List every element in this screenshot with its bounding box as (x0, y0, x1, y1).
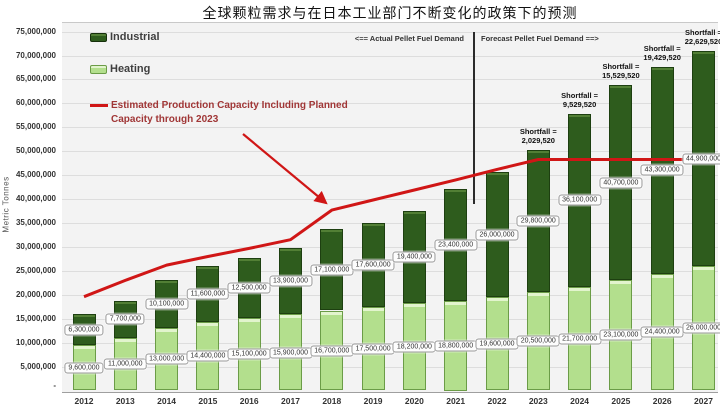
bar-value-label-industrial: 13,900,000 (268, 275, 313, 287)
y-tick-label: 55,000,000 (15, 122, 56, 132)
x-tick-label: 2025 (611, 396, 631, 406)
x-tick-label: 2027 (694, 396, 713, 406)
grid-line (62, 127, 718, 129)
x-tick-label: 2024 (570, 396, 590, 406)
y-tick-label: 15,000,000 (15, 313, 56, 323)
bar-value-label-industrial: 40,700,000 (599, 177, 643, 188)
x-tick-label: 2021 (446, 396, 466, 406)
bar-value-label-heating: 23,100,000 (599, 329, 643, 341)
bar-value-label-heating: 24,400,000 (640, 326, 684, 338)
bar-value-label-industrial: 26,000,000 (475, 229, 519, 240)
shortfall-label: Shortfall = 2,029,520 (519, 126, 557, 145)
x-tick-label: 2020 (404, 396, 424, 406)
bar-value-label-heating: 18,200,000 (392, 341, 436, 353)
bar-value-label-heating: 9,600,000 (64, 362, 104, 373)
forecast-demand-label: Forecast Pellet Fuel Demand ==> (481, 34, 599, 43)
heating-swatch-icon (90, 64, 107, 74)
y-tick-label: 65,000,000 (15, 74, 56, 84)
x-tick-label: 2019 (363, 396, 383, 406)
bar-value-label-industrial: 43,300,000 (640, 164, 684, 176)
y-tick-label-zero: - (53, 381, 56, 390)
x-tick-label: 2015 (198, 396, 218, 406)
grid-line (62, 31, 718, 33)
legend-item-heating: Heating (90, 63, 150, 75)
y-tick-label: 25,000,000 (15, 265, 56, 275)
x-tick-label: 2016 (239, 396, 259, 406)
bar-value-label-heating: 11,000,000 (104, 358, 147, 370)
capacity-line-swatch-icon (90, 104, 108, 107)
legend-heating-label: Heating (110, 63, 151, 75)
bar-value-label-industrial: 19,400,000 (392, 251, 436, 263)
bar-value-label-heating: 15,900,000 (268, 347, 313, 358)
x-tick-label: 2017 (281, 396, 300, 406)
bar-value-label-heating: 19,600,000 (475, 338, 519, 350)
bar-value-label-heating: 14,400,000 (186, 350, 230, 362)
bar-value-label-industrial: 11,600,000 (186, 288, 230, 300)
actual-demand-label: <== Actual Pellet Fuel Demand (354, 34, 464, 43)
x-tick-label: 2018 (322, 396, 342, 406)
bar-value-label-industrial: 17,100,000 (310, 264, 354, 276)
chart-title: 全球颗粒需求与在日本工业部门不断变化的政策下的预测 (202, 5, 578, 21)
grid-line (62, 366, 718, 368)
bar-value-label-industrial: 10,100,000 (145, 298, 189, 310)
shortfall-label: Shortfall = 19,429,520 (643, 43, 681, 62)
bar-value-label-industrial: 23,400,000 (434, 239, 478, 250)
bar-value-label-industrial: 12,500,000 (227, 282, 271, 294)
bar-value-label-heating: 13,000,000 (145, 353, 189, 365)
actual-forecast-divider (473, 32, 475, 204)
x-tick-label: 2013 (115, 396, 135, 406)
y-tick-label: 60,000,000 (15, 98, 56, 108)
y-tick-label: 20,000,000 (15, 289, 56, 299)
y-tick-label: 70,000,000 (15, 50, 56, 60)
grid-line (62, 55, 718, 57)
bar-value-label-industrial: 17,600,000 (351, 259, 395, 271)
bar-value-label-industrial: 44,900,000 (681, 153, 720, 165)
bar-value-label-industrial: 29,800,000 (516, 215, 560, 227)
y-tick-label: 40,000,000 (15, 194, 56, 204)
y-tick-label: 5,000,000 (20, 361, 56, 371)
bar-value-label-industrial: 6,300,000 (64, 324, 104, 335)
x-tick-label: 2026 (652, 396, 672, 406)
grid-line (62, 318, 718, 320)
bar-value-label-heating: 17,500,000 (351, 343, 395, 355)
legend-capacity-label: Estimated Production Capacity Including … (111, 100, 348, 125)
grid-line (62, 79, 718, 81)
x-tick-label: 2022 (487, 396, 507, 406)
legend-industrial-label: Industrial (110, 31, 160, 43)
y-tick-label: 75,000,000 (15, 26, 56, 36)
y-tick-label: 30,000,000 (15, 241, 56, 251)
x-tick-label: 2012 (74, 396, 94, 406)
bar-value-label-industrial: 7,700,000 (105, 313, 145, 325)
x-tick-label: 2014 (157, 396, 177, 406)
bar-value-label-heating: 16,700,000 (310, 345, 354, 356)
legend-item-capacity: Estimated Production Capacity Including … (90, 99, 401, 127)
x-tick-label: 2023 (528, 396, 548, 406)
y-tick-label: 50,000,000 (15, 146, 56, 156)
shortfall-label: Shortfall = 22,629,520 (684, 28, 720, 47)
y-tick-label: 35,000,000 (15, 218, 56, 227)
y-tick-label: 45,000,000 (15, 170, 56, 180)
industrial-swatch-icon (90, 32, 107, 42)
y-tick-label: 10,000,000 (15, 337, 56, 347)
bar-value-label-heating: 18,800,000 (434, 340, 478, 351)
bar-value-label-industrial: 36,100,000 (558, 194, 602, 206)
legend-item-industrial: Industrial (90, 31, 160, 43)
bar-value-label-heating: 26,000,000 (681, 322, 720, 334)
bar-value-label-heating: 20,500,000 (516, 335, 560, 347)
bar-value-label-heating: 15,100,000 (227, 348, 271, 360)
shortfall-label: Shortfall = 15,529,520 (602, 62, 640, 81)
grid-line (62, 103, 718, 105)
grid-line (62, 151, 718, 153)
bar-value-label-heating: 21,700,000 (558, 333, 602, 345)
shortfall-label: Shortfall = 9,529,520 (561, 90, 599, 109)
